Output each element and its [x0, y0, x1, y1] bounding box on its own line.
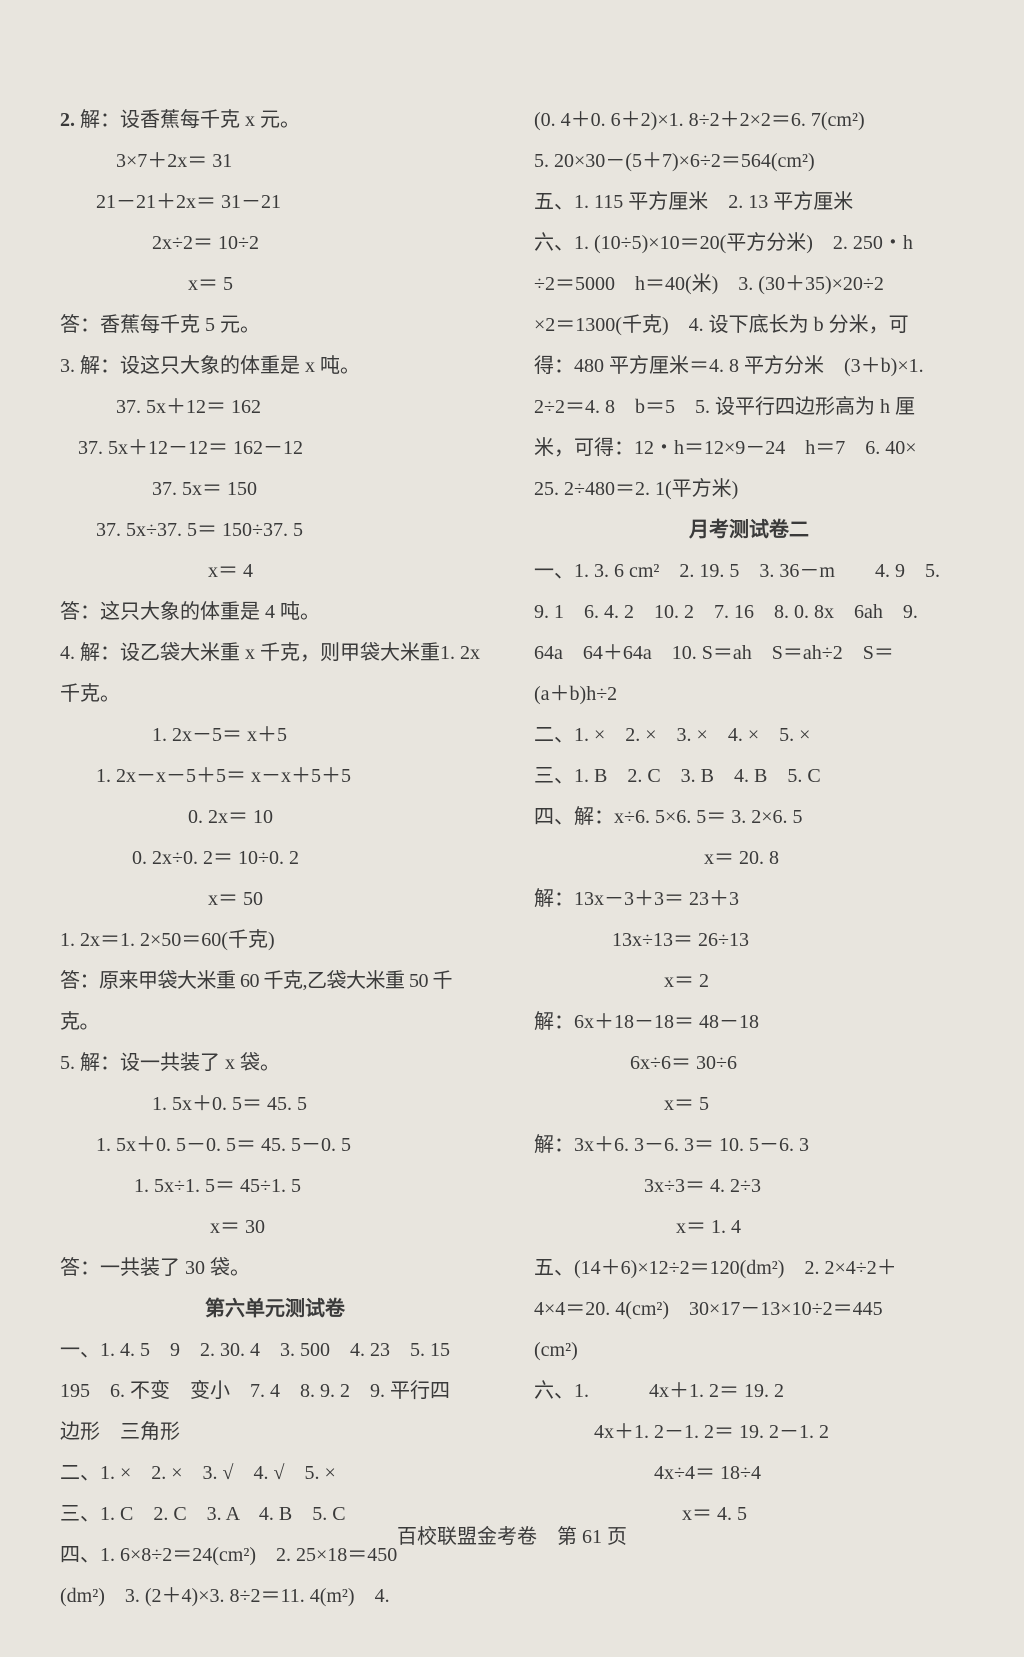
section-title: 第六单元测试卷	[60, 1289, 490, 1330]
text-line: 五、(14＋6)×12÷2＝120(dm²) 2. 2×4÷2＋	[534, 1248, 964, 1289]
eq-line: 4x＋1. 2－1. 2＝ 19. 2－1. 2	[534, 1412, 964, 1453]
eq-line: 1. 2x－5＝ x＋5	[60, 715, 490, 756]
eq-line: 1. 5x÷1. 5＝ 45÷1. 5	[60, 1166, 490, 1207]
text-line: 2. 解：设香蕉每千克 x 元。	[60, 100, 490, 141]
eq-line: 0. 2x÷0. 2＝ 10÷0. 2	[60, 838, 490, 879]
text-line: 9. 1 6. 4. 2 10. 2 7. 16 8. 0. 8x 6ah 9.	[534, 592, 964, 633]
text-line: 5. 20×30－(5＋7)×6÷2＝564(cm²)	[534, 141, 964, 182]
text-line: 解：13x－3＋3＝ 23＋3	[534, 879, 964, 920]
eq-line: x＝ 1. 4	[534, 1207, 964, 1248]
answer-line: 答：香蕉每千克 5 元。	[60, 305, 490, 346]
text-line: 4. 解：设乙袋大米重 x 千克，则甲袋大米重1. 2x	[60, 633, 490, 674]
text-line: 二、1. × 2. × 3. √ 4. √ 5. ×	[60, 1453, 490, 1494]
text-line: 4×4＝20. 4(cm²) 30×17－13×10÷2＝445	[534, 1289, 964, 1330]
text-line: 64a 64＋64a 10. S＝ah S＝ah÷2 S＝	[534, 633, 964, 674]
eq-line: 1. 2x－x－5＋5＝ x－x＋5＋5	[60, 756, 490, 797]
answer-line: 答：原来甲袋大米重 60 千克,乙袋大米重 50 千克。	[60, 961, 490, 1043]
eq-line: x＝ 20. 8	[534, 838, 964, 879]
answer-line: 答：这只大象的体重是 4 吨。	[60, 592, 490, 633]
text-line: 得：480 平方厘米＝4. 8 平方分米 (3＋b)×1.	[534, 346, 964, 387]
eq-line: 4x÷4＝ 18÷4	[534, 1453, 964, 1494]
text-line: (dm²) 3. (2＋4)×3. 8÷2＝11. 4(m²) 4.	[60, 1576, 490, 1617]
eq-line: x＝ 5	[534, 1084, 964, 1125]
text-line: 一、1. 4. 5 9 2. 30. 4 3. 500 4. 23 5. 15	[60, 1330, 490, 1371]
eq-line: 37. 5x÷37. 5＝ 150÷37. 5	[60, 510, 490, 551]
eq-line: 2x÷2＝ 10÷2	[60, 223, 490, 264]
eq-line: 37. 5x＋12＝ 162	[60, 387, 490, 428]
eq-line: 0. 2x＝ 10	[60, 797, 490, 838]
text-line: 五、1. 115 平方厘米 2. 13 平方厘米	[534, 182, 964, 223]
text-line: 千克。	[60, 674, 490, 715]
eq-line: x＝ 5	[60, 264, 490, 305]
text-line: 2÷2＝4. 8 b＝5 5. 设平行四边形高为 h 厘	[534, 387, 964, 428]
line: 解：设香蕉每千克 x 元。	[80, 109, 300, 131]
page-footer: 百校联盟金考卷 第 61 页	[0, 1520, 1024, 1549]
text-line: 三、1. B 2. C 3. B 4. B 5. C	[534, 756, 964, 797]
right-column: (0. 4＋0. 6＋2)×1. 8÷2＋2×2＝6. 7(cm²) 5. 20…	[534, 100, 964, 1617]
text-line: 二、1. × 2. × 3. × 4. × 5. ×	[534, 715, 964, 756]
text-line: (cm²)	[534, 1330, 964, 1371]
eq-line: 1. 5x＋0. 5＝ 45. 5	[60, 1084, 490, 1125]
text-line: 边形 三角形	[60, 1412, 490, 1453]
text-line: 3. 解：设这只大象的体重是 x 吨。	[60, 346, 490, 387]
eq-line: 3x÷3＝ 4. 2÷3	[534, 1166, 964, 1207]
eq-line: 21－21＋2x＝ 31－21	[60, 182, 490, 223]
text-line: 一、1. 3. 6 cm² 2. 19. 5 3. 36－m 4. 9 5.	[534, 551, 964, 592]
eq-line: 13x÷13＝ 26÷13	[534, 920, 964, 961]
text-line: (0. 4＋0. 6＋2)×1. 8÷2＋2×2＝6. 7(cm²)	[534, 100, 964, 141]
text-line: (a＋b)h÷2	[534, 674, 964, 715]
text-line: 六、1. 4x＋1. 2＝ 19. 2	[534, 1371, 964, 1412]
eq-line: 3×7＋2x＝ 31	[60, 141, 490, 182]
eq-line: x＝ 30	[60, 1207, 490, 1248]
text-line: 六、1. (10÷5)×10＝20(平方分米) 2. 250・h	[534, 223, 964, 264]
text-line: 四、解：x÷6. 5×6. 5＝ 3. 2×6. 5	[534, 797, 964, 838]
eq-line: 1. 5x＋0. 5－0. 5＝ 45. 5－0. 5	[60, 1125, 490, 1166]
eq-line: x＝ 50	[60, 879, 490, 920]
section-title: 月考测试卷二	[534, 510, 964, 551]
left-column: 2. 解：设香蕉每千克 x 元。 3×7＋2x＝ 31 21－21＋2x＝ 31…	[60, 100, 490, 1617]
eq-line: x＝ 4	[60, 551, 490, 592]
text-line: 解：3x＋6. 3－6. 3＝ 10. 5－6. 3	[534, 1125, 964, 1166]
answer-line: 答：一共装了 30 袋。	[60, 1248, 490, 1289]
text-line: 米，可得：12・h＝12×9－24 h＝7 6. 40×	[534, 428, 964, 469]
eq-line: 37. 5x＋12－12＝ 162－12	[60, 428, 490, 469]
q-num: 2.	[60, 109, 75, 131]
eq-line: 1. 2x＝1. 2×50＝60(千克)	[60, 920, 490, 961]
text-line: ×2＝1300(千克) 4. 设下底长为 b 分米，可	[534, 305, 964, 346]
text-line: 195 6. 不变 变小 7. 4 8. 9. 2 9. 平行四	[60, 1371, 490, 1412]
text-line: 5. 解：设一共装了 x 袋。	[60, 1043, 490, 1084]
text-line: 解：6x＋18－18＝ 48－18	[534, 1002, 964, 1043]
eq-line: x＝ 2	[534, 961, 964, 1002]
text-line: ÷2＝5000 h＝40(米) 3. (30＋35)×20÷2	[534, 264, 964, 305]
page-content: 2. 解：设香蕉每千克 x 元。 3×7＋2x＝ 31 21－21＋2x＝ 31…	[0, 0, 1024, 1657]
text-line: 25. 2÷480＝2. 1(平方米)	[534, 469, 964, 510]
eq-line: 6x÷6＝ 30÷6	[534, 1043, 964, 1084]
eq-line: 37. 5x＝ 150	[60, 469, 490, 510]
